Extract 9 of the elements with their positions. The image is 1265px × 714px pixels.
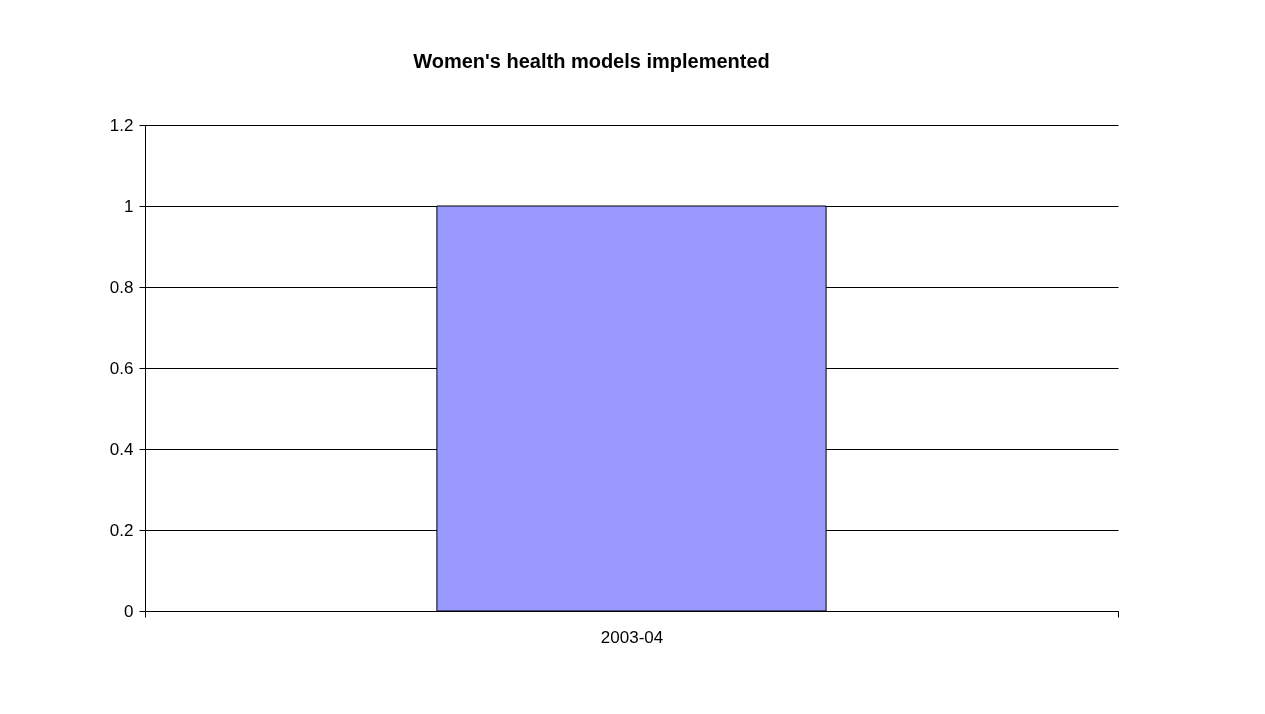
y-tick-label: 1 xyxy=(124,196,134,216)
y-tick-label: 1.2 xyxy=(109,115,134,135)
chart-title: Women's health models implemented xyxy=(413,50,770,72)
x-tick-label: 2003-04 xyxy=(600,627,664,647)
y-tick-label: 0.2 xyxy=(109,520,134,540)
y-tick-label: 0 xyxy=(124,601,134,621)
y-tick-label: 0.4 xyxy=(109,439,134,459)
y-tick-label: 0.8 xyxy=(109,277,134,297)
y-tick-label: 0.6 xyxy=(109,358,134,378)
